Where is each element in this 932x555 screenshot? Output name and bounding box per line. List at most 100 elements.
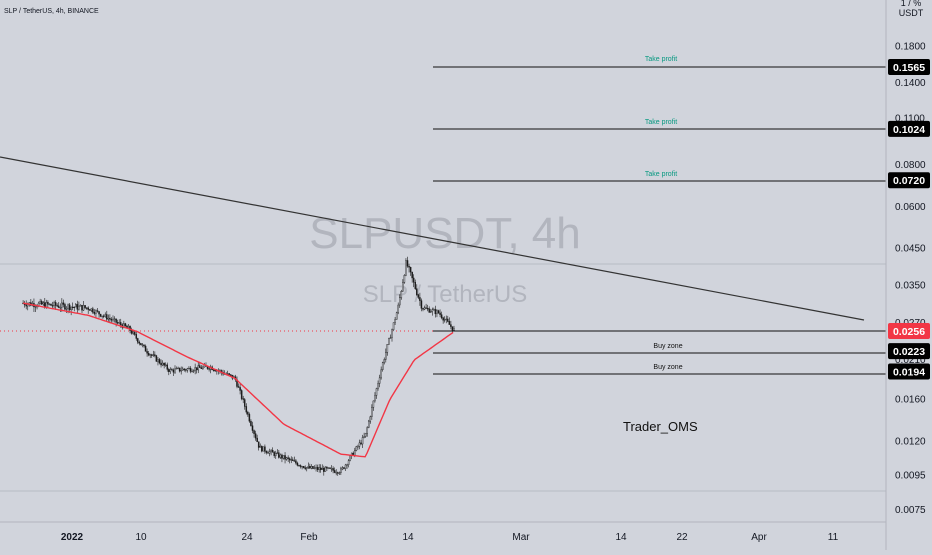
candle-body xyxy=(195,367,198,371)
candle-body xyxy=(378,377,381,384)
candle-body xyxy=(171,369,173,371)
candle-body xyxy=(409,267,412,273)
candle-body xyxy=(259,445,262,448)
candle-body xyxy=(188,367,190,370)
candle-body xyxy=(307,466,310,468)
candle-body xyxy=(292,459,294,461)
candle-body xyxy=(158,359,161,364)
candle-body xyxy=(326,466,328,469)
candle-body xyxy=(431,309,434,312)
candle-body xyxy=(132,331,134,334)
candle-body xyxy=(181,368,184,371)
candle-body xyxy=(127,325,130,328)
buy-zone-label-2: Buy zone xyxy=(653,364,682,371)
candle-body xyxy=(363,436,365,438)
candle-body xyxy=(99,313,102,317)
candle-body xyxy=(174,368,176,373)
candle-body xyxy=(354,450,356,456)
candle-body xyxy=(318,467,320,470)
candle-body xyxy=(453,328,455,331)
descending-trendline[interactable] xyxy=(0,156,865,321)
candle-body xyxy=(51,305,54,307)
candle-body xyxy=(321,468,324,470)
candle-body xyxy=(287,457,289,459)
currency-label: USDT xyxy=(899,8,924,18)
candle-body xyxy=(436,310,438,315)
y-tick-label: 0.0800 xyxy=(895,160,926,171)
price-badge-label: 0.0256 xyxy=(893,326,925,338)
watermark-pair: SLP / TetherUS xyxy=(363,281,528,308)
candle-body xyxy=(47,302,49,305)
candle-body xyxy=(313,467,316,469)
candle-body xyxy=(85,307,88,309)
candle-body xyxy=(53,302,55,307)
x-tick-label: 2022 xyxy=(61,532,84,543)
candle-body xyxy=(406,260,409,267)
candle-body xyxy=(400,290,403,299)
candle-body xyxy=(304,467,306,470)
candle-body xyxy=(381,362,384,371)
candle-body xyxy=(67,304,69,309)
candle-body xyxy=(138,341,141,344)
candle-body xyxy=(189,367,192,372)
candle-body xyxy=(96,310,99,312)
price-badge-label: 0.1565 xyxy=(893,62,925,74)
candle-body xyxy=(451,326,454,331)
candle-body xyxy=(389,337,392,339)
candle-body xyxy=(197,365,199,371)
price-badge-label: 0.0223 xyxy=(893,346,925,358)
candle-body xyxy=(208,368,210,370)
candle-body xyxy=(430,311,432,313)
candle-body xyxy=(150,354,153,356)
price-badge-bg xyxy=(888,59,930,75)
candle-body xyxy=(92,308,94,313)
time-axis-ticks[interactable]: 2022 10 24 Feb 14 Mar 14 22 Apr 11 xyxy=(61,532,839,543)
candle-body xyxy=(25,304,27,307)
candle-body xyxy=(240,390,243,399)
x-tick-label: Apr xyxy=(751,532,767,543)
candle-body xyxy=(141,344,144,346)
candle-body xyxy=(375,388,378,396)
candle-body xyxy=(50,303,52,306)
candle-body xyxy=(315,467,317,469)
candle-body xyxy=(293,460,296,462)
candle-body xyxy=(405,260,407,276)
candle-body xyxy=(273,452,275,456)
candle-body xyxy=(126,325,128,328)
candle-body xyxy=(417,294,420,298)
watermark-ticker: SLPUSDT, 4h xyxy=(309,209,580,258)
candle-body xyxy=(79,304,82,307)
candle-body xyxy=(71,306,74,309)
candle-body xyxy=(343,467,345,469)
candle-body xyxy=(172,369,175,373)
candle-body xyxy=(357,446,359,448)
price-badge-bg xyxy=(888,172,930,189)
candle-body xyxy=(54,302,57,306)
candle-body xyxy=(192,370,195,372)
x-tick-label: 14 xyxy=(615,532,627,543)
candle-body xyxy=(175,368,178,370)
candle-body xyxy=(377,383,379,389)
candle-body xyxy=(288,458,291,461)
candle-body xyxy=(130,330,133,334)
author-label: Trader_OMS xyxy=(623,419,698,434)
candle-body xyxy=(262,446,265,452)
candle-body xyxy=(264,446,266,452)
price-badge-label: 0.1024 xyxy=(893,124,925,136)
candle-body xyxy=(143,344,145,347)
candle-body xyxy=(137,338,139,343)
candle-body xyxy=(119,322,122,325)
candle-body xyxy=(106,314,108,320)
buy-zone-label-1: Buy zone xyxy=(653,343,682,350)
candle-body xyxy=(403,275,406,283)
candle-body xyxy=(332,468,334,471)
candle-body xyxy=(425,307,427,309)
price-badge-label: 0.0720 xyxy=(893,175,925,187)
candle-body xyxy=(185,369,187,371)
candle-body xyxy=(169,369,172,372)
price-badge-bg xyxy=(888,363,930,380)
candle-body xyxy=(112,318,114,321)
candle-body xyxy=(316,467,319,470)
